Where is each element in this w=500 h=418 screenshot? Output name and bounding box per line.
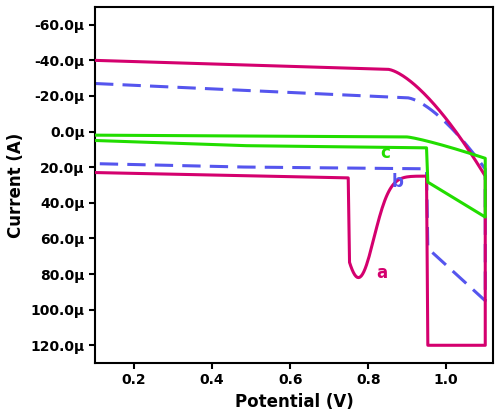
X-axis label: Potential (V): Potential (V) bbox=[234, 393, 354, 411]
Text: c: c bbox=[380, 144, 390, 162]
Y-axis label: Current (A): Current (A) bbox=[7, 133, 25, 238]
Text: a: a bbox=[376, 264, 387, 282]
Text: b: b bbox=[392, 173, 404, 191]
